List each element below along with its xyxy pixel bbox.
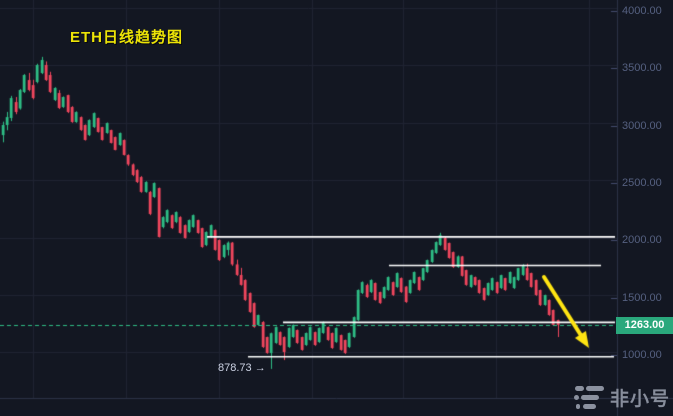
price-axis-label: 2500.00: [622, 177, 662, 189]
price-axis-label: 3000.00: [622, 120, 662, 132]
chart-title: ETH日线趋势图: [70, 29, 184, 46]
price-axis-label: 4000.00: [622, 5, 662, 17]
price-axis-label: 1500.00: [622, 292, 662, 304]
low-price-annotation: 878.73 →: [218, 362, 266, 374]
time-axis[interactable]: [0, 399, 617, 416]
watermark: 非小号: [574, 384, 670, 411]
last-price-badge: 1263.00: [616, 317, 673, 334]
watermark-text: 非小号: [610, 389, 671, 410]
price-axis-label: 2000.00: [622, 234, 662, 246]
price-axis-label: 3500.00: [622, 62, 662, 74]
price-axis-label: 1000.00: [622, 349, 662, 361]
feixiaohao-logo-icon: [574, 385, 605, 410]
price-axis[interactable]: 4000.00 3500.00 3000.00 2500.00 2000.00 …: [617, 0, 673, 398]
